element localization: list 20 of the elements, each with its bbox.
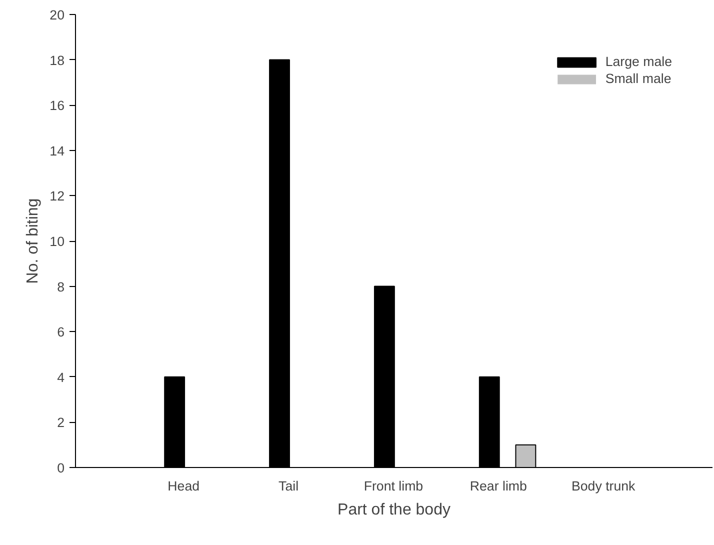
- x-tick-label: Rear limb: [470, 478, 527, 494]
- y-tick-label: 8: [57, 279, 65, 294]
- y-tick-label: 4: [57, 370, 66, 385]
- legend-label: Large male: [605, 54, 672, 69]
- x-tick-label: Tail: [278, 478, 299, 494]
- y-tick-label: 2: [57, 415, 65, 430]
- x-tick-label: Head: [168, 478, 200, 494]
- y-tick-label: 12: [50, 188, 65, 204]
- x-tick-label: Front limb: [364, 478, 424, 494]
- legend-label: Small male: [605, 71, 672, 86]
- y-tick-label: 6: [57, 324, 65, 340]
- y-tick-label: 16: [50, 98, 65, 114]
- y-tick-label: 14: [50, 143, 66, 158]
- y-tick-label: 0: [57, 460, 65, 476]
- x-tick-label: Body trunk: [572, 478, 636, 494]
- x-axis-title: Part of the body: [338, 502, 450, 518]
- y-tick-label: 18: [50, 52, 65, 68]
- y-tick-label: 10: [50, 234, 65, 249]
- y-axis-title: No. of biting: [24, 198, 42, 284]
- y-tick-label: 20: [50, 8, 65, 22]
